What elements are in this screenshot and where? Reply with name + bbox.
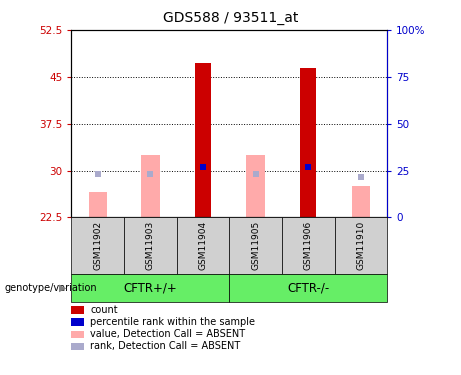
Text: GSM11905: GSM11905 <box>251 221 260 270</box>
Bar <box>71 318 84 326</box>
Bar <box>195 63 211 217</box>
Bar <box>282 217 335 274</box>
Bar <box>229 217 282 274</box>
Bar <box>141 155 160 218</box>
Bar <box>71 274 229 302</box>
Text: value, Detection Call = ABSENT: value, Detection Call = ABSENT <box>90 329 246 339</box>
Bar <box>229 274 387 302</box>
Bar <box>71 217 124 274</box>
Bar <box>89 192 107 217</box>
Text: GSM11903: GSM11903 <box>146 221 155 270</box>
Bar <box>71 306 84 314</box>
Bar <box>301 68 316 218</box>
Bar <box>352 186 370 218</box>
Text: count: count <box>90 305 118 315</box>
Bar <box>71 331 84 338</box>
Text: GSM11906: GSM11906 <box>304 221 313 270</box>
Text: genotype/variation: genotype/variation <box>5 283 97 293</box>
Text: GSM11904: GSM11904 <box>199 221 207 270</box>
Bar <box>177 217 229 274</box>
Bar <box>335 217 387 274</box>
Bar <box>124 217 177 274</box>
Text: GSM11910: GSM11910 <box>356 221 366 270</box>
Text: CFTR+/+: CFTR+/+ <box>124 281 177 294</box>
Bar <box>71 343 84 350</box>
Text: GDS588 / 93511_at: GDS588 / 93511_at <box>163 11 298 25</box>
Text: ▶: ▶ <box>59 283 66 293</box>
Text: percentile rank within the sample: percentile rank within the sample <box>90 317 255 327</box>
Text: GSM11902: GSM11902 <box>93 221 102 270</box>
Bar <box>247 155 265 218</box>
Text: CFTR-/-: CFTR-/- <box>287 281 330 294</box>
Text: rank, Detection Call = ABSENT: rank, Detection Call = ABSENT <box>90 341 241 351</box>
